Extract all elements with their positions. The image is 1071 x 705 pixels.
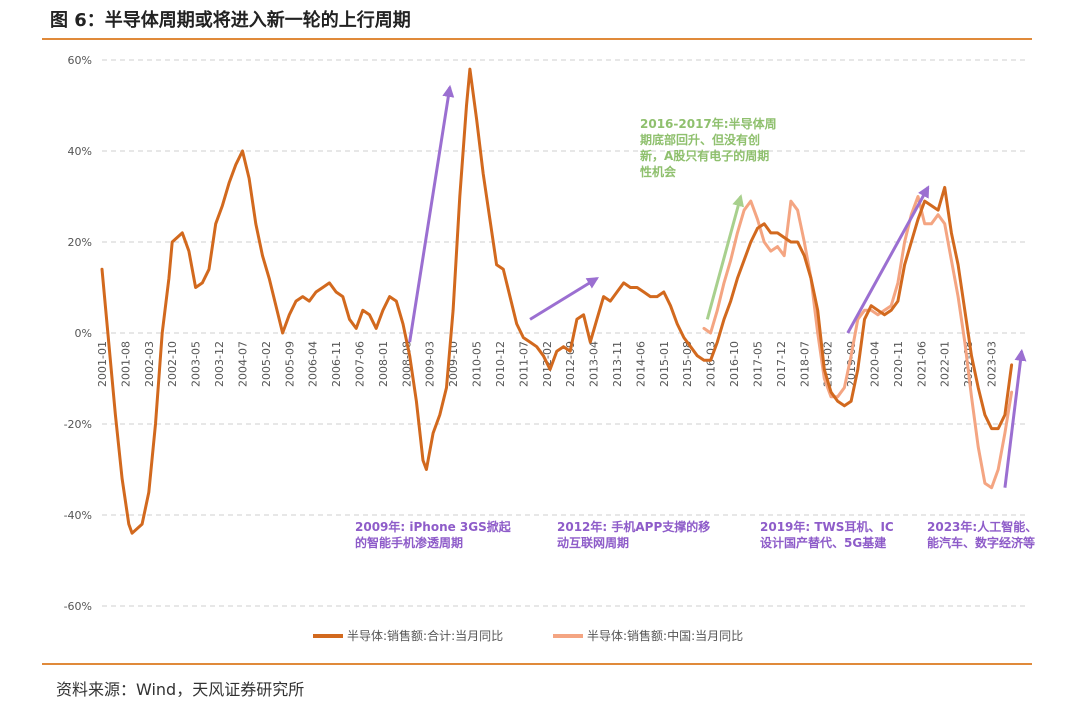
y-tick-label: 0% [75,327,92,340]
trend-arrow [1003,348,1027,488]
x-tick-label: 2002-03 [143,341,156,387]
x-tick-label: 2002-10 [166,341,179,387]
x-tick-label: 2010-05 [471,341,484,387]
x-tick-label: 2009-03 [424,341,437,387]
x-tick-label: 2014-06 [634,341,647,387]
legend-label: 半导体:销售额:中国:当月同比 [587,628,743,643]
x-tick-label: 2005-09 [283,341,296,387]
x-tick-label: 2021-06 [915,341,928,387]
x-tick-label: 2012-09 [564,341,577,387]
top-divider [42,38,1032,40]
trend-arrow [846,185,930,334]
x-tick-label: 2018-07 [798,341,811,387]
y-tick-label: -20% [64,418,92,431]
series-china-line [702,195,1014,490]
x-tick-label: 2020-04 [869,341,882,387]
x-tick-label: 2001-01 [96,341,109,387]
y-tick-label: 60% [68,54,92,67]
trend-arrow [529,277,599,321]
annotation: 2012年: 手机APP支撑的移动互联网周期 [557,519,710,550]
annotation: 2023年:人工智能、能汽车、数字经济等 [927,519,1037,550]
page-title: 图 6：半导体周期或将进入新一轮的上行周期 [50,10,411,31]
x-tick-label: 2011-07 [517,341,530,387]
legend-label: 半导体:销售额:合计:当月同比 [347,628,503,643]
x-tick-label: 2001-08 [119,341,132,387]
x-tick-label: 2016-10 [728,341,741,387]
x-tick-label: 2004-07 [236,341,249,387]
x-tick-label: 2013-11 [611,341,624,387]
trend-arrow [408,84,455,343]
source-note: 资料来源：Wind，天风证券研究所 [56,680,305,699]
x-tick-label: 2007-06 [354,341,367,387]
y-tick-label: -60% [64,600,92,613]
y-tick-label: 40% [68,145,92,158]
series-global-line [100,67,1014,535]
x-tick-label: 2008-01 [377,341,390,387]
x-tick-label: 2017-05 [751,341,764,387]
legend: 半导体:销售额:合计:当月同比 半导体:销售额:中国:当月同比 [313,628,743,643]
y-axis-ticks: 60% 40% 20% 0% -20% -40% -60% [64,54,92,613]
x-tick-label: 2022-01 [939,341,952,387]
y-tick-label: 20% [68,236,92,249]
trend-arrows [408,84,1027,488]
annotation: 2019年: TWS耳机、IC 设计国产替代、5G基建 [760,519,894,550]
grid-lines [102,59,1025,607]
x-tick-label: 2023-03 [986,341,999,387]
trend-arrow [705,194,745,320]
x-tick-label: 2013-04 [588,341,601,387]
annotation: 2016-2017年:半导体周期底部回升、但没有创新，A股只有电子的周期性机会 [639,116,777,179]
x-tick-label: 2006-04 [307,341,320,387]
x-tick-label: 2006-11 [330,341,343,387]
x-axis-ticks: 2001-01 2001-08 2002-03 2002-10 2003-05 2003-… [96,341,999,387]
annotation: 2009年: iPhone 3GS掀起的智能手机渗透周期 [355,519,512,550]
x-tick-label: 2003-12 [213,341,226,387]
x-tick-label: 2003-05 [190,341,203,387]
y-tick-label: -40% [64,509,92,522]
x-tick-label: 2005-02 [260,341,273,387]
x-tick-label: 2010-12 [494,341,507,387]
x-tick-label: 2015-08 [681,341,694,387]
x-tick-label: 2015-01 [658,341,671,387]
annotations: 2009年: iPhone 3GS掀起的智能手机渗透周期 2012年: 手机APP… [355,116,1037,550]
series-lines [100,67,1014,535]
x-tick-label: 2020-11 [892,341,905,387]
x-tick-label: 2017-12 [775,341,788,387]
bottom-divider [42,663,1032,665]
